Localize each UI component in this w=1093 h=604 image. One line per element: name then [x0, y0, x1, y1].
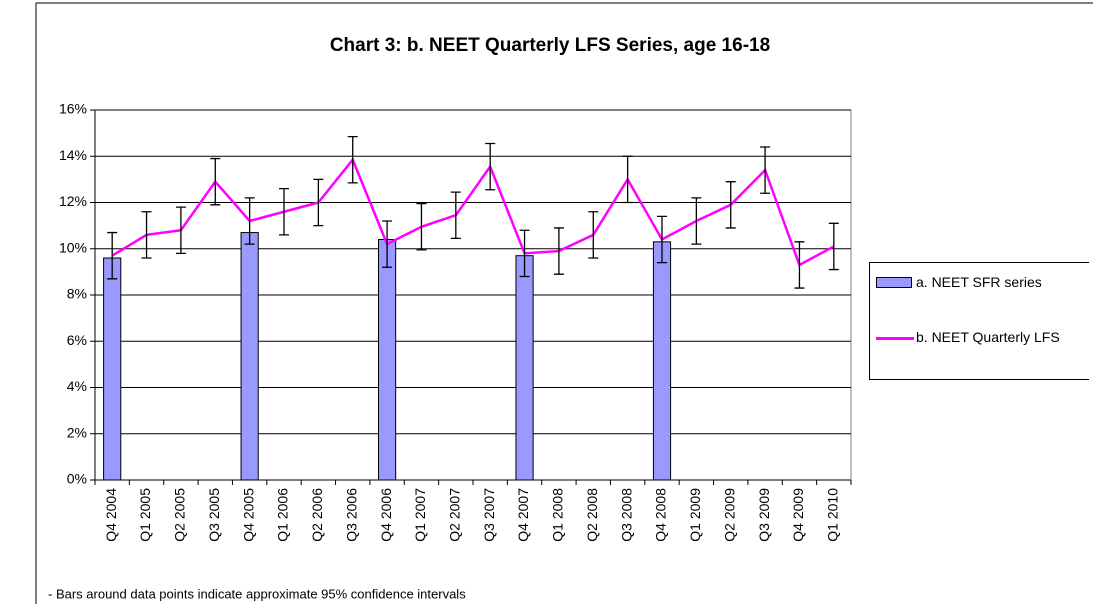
error-bar	[313, 178, 324, 227]
error-bar	[175, 206, 186, 255]
y-tick-label: 16%	[59, 101, 87, 117]
y-tick-label: 4%	[67, 378, 87, 394]
y-tick-label: 10%	[59, 239, 87, 255]
bar	[240, 232, 259, 481]
x-tick-label: Q3 2005	[206, 488, 222, 542]
y-tick-label: 12%	[59, 193, 87, 209]
error-bar	[210, 157, 221, 206]
error-bar	[622, 155, 633, 204]
legend: a. NEET SFR series b. NEET Quarterly LFS	[869, 262, 1089, 380]
error-bar	[657, 215, 667, 264]
x-tick-label: Q4 2007	[515, 488, 531, 542]
legend-swatch	[876, 337, 914, 340]
x-tick-label: Q3 2008	[618, 488, 634, 542]
error-bar	[107, 231, 118, 280]
x-tick-label: Q3 2009	[756, 488, 772, 542]
y-tick-label: 2%	[67, 424, 87, 440]
x-tick-label: Q1 2008	[550, 488, 566, 542]
error-bar	[553, 227, 564, 275]
legend-label: a. NEET SFR series	[916, 274, 1042, 290]
y-tick-label: 6%	[67, 332, 87, 348]
chart-title: Chart 3: b. NEET Quarterly LFS Series, a…	[330, 35, 770, 56]
y-tick-label: 0%	[67, 471, 87, 487]
x-tick-label: Q1 2010	[825, 488, 841, 542]
x-tick-label: Q1 2006	[275, 488, 291, 542]
x-tick-label: Q2 2009	[721, 488, 737, 542]
y-tick-label: 14%	[59, 147, 87, 163]
error-bar	[760, 146, 771, 194]
legend-label: b. NEET Quarterly LFS	[916, 329, 1060, 345]
error-bar	[691, 197, 702, 245]
error-bar	[485, 142, 496, 191]
legend-symbol	[876, 328, 916, 347]
bar	[378, 239, 397, 481]
error-bar	[382, 220, 393, 268]
x-tick-label: Q2 2008	[584, 488, 600, 542]
error-bar	[519, 229, 530, 278]
legend-symbol	[876, 273, 916, 292]
x-tick-label: Q3 2007	[481, 488, 497, 542]
x-tick-label: Q2 2007	[447, 488, 463, 542]
x-tick-label: Q1 2007	[412, 488, 428, 542]
chart-frame	[35, 2, 1093, 604]
legend-swatch	[876, 277, 912, 288]
legend-item: b. NEET Quarterly LFS	[876, 328, 1090, 347]
error-bar	[794, 241, 805, 289]
error-bar	[347, 135, 358, 184]
error-bar	[725, 181, 736, 229]
x-tick-label: Q4 2005	[240, 488, 256, 542]
x-tick-label: Q1 2005	[137, 488, 153, 542]
error-bar	[279, 187, 289, 236]
error-bar	[588, 211, 599, 259]
error-bar	[828, 222, 839, 271]
x-tick-label: Q4 2006	[378, 488, 394, 542]
x-tick-label: Q2 2005	[172, 488, 188, 542]
error-bar	[450, 191, 461, 239]
x-tick-label: Q2 2006	[309, 488, 325, 542]
bar	[515, 255, 534, 481]
x-tick-label: Q4 2008	[653, 488, 669, 542]
x-tick-label: Q3 2006	[343, 488, 359, 542]
bar	[652, 241, 672, 481]
error-bar	[416, 203, 427, 251]
footnote: - Bars around data points indicate appro…	[48, 586, 466, 601]
error-bar	[141, 211, 152, 259]
legend-item: a. NEET SFR series	[876, 273, 1090, 292]
bar	[103, 257, 122, 481]
x-tick-label: Q4 2004	[103, 488, 119, 542]
y-tick-label: 8%	[67, 286, 87, 302]
x-tick-label: Q1 2009	[687, 488, 703, 542]
error-bar	[244, 197, 255, 245]
line	[111, 157, 835, 267]
x-tick-label: Q4 2009	[790, 488, 806, 542]
